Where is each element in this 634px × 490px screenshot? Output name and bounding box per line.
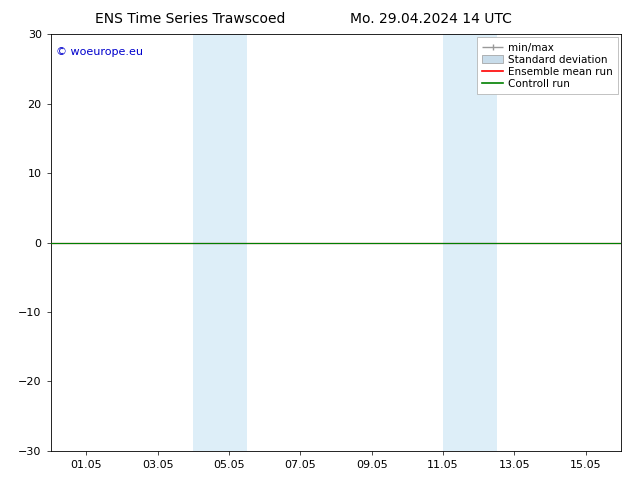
Bar: [193, 34, 247, 451]
Legend: min/max, Standard deviation, Ensemble mean run, Controll run: min/max, Standard deviation, Ensemble me…: [477, 37, 618, 94]
Text: ENS Time Series Trawscoed: ENS Time Series Trawscoed: [95, 12, 285, 26]
Text: Mo. 29.04.2024 14 UTC: Mo. 29.04.2024 14 UTC: [350, 12, 512, 26]
Text: © woeurope.eu: © woeurope.eu: [56, 47, 143, 57]
Bar: [443, 34, 496, 451]
